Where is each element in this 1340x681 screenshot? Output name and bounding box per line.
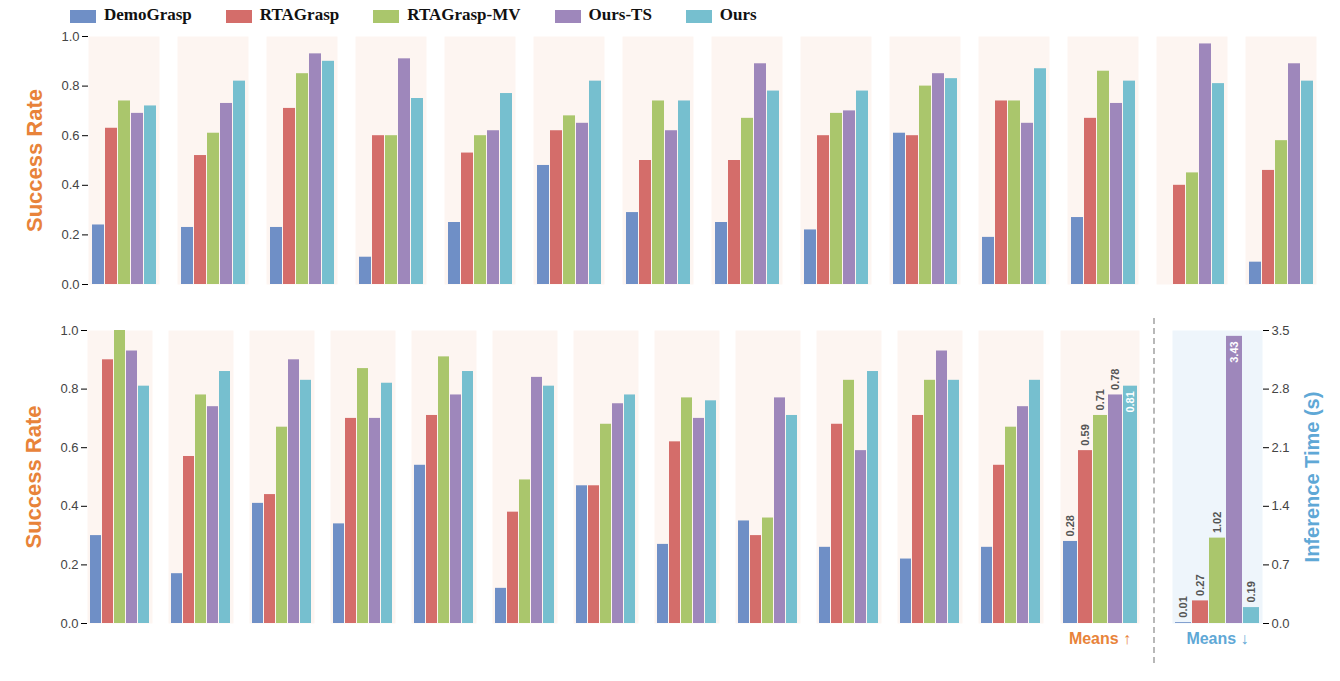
svg-text:1.0: 1.0 [60,323,78,338]
svg-text:0.6: 0.6 [60,440,78,455]
svg-text:1.02: 1.02 [1211,512,1223,533]
svg-text:0.81: 0.81 [1124,391,1136,412]
svg-text:0.0: 0.0 [61,277,79,292]
svg-text:0.4: 0.4 [60,498,78,513]
svg-text:0.8: 0.8 [60,381,78,396]
svg-text:0.8: 0.8 [61,78,79,93]
svg-text:0.0: 0.0 [1272,616,1290,631]
html-text:RTAGrasp: RTAGrasp [259,5,340,24]
html-text:Ours: Ours [719,5,757,24]
svg-text:0.2: 0.2 [60,557,78,572]
svg-text:0.0: 0.0 [60,616,78,631]
svg-text:0.19: 0.19 [1245,581,1257,602]
svg-text:3.43: 3.43 [1228,341,1240,362]
svg-text:1.0: 1.0 [61,29,79,44]
svg-text:Inference Time (s): Inference Time (s) [1301,392,1323,563]
svg-text:0.71: 0.71 [1094,389,1106,410]
svg-text:Success Rate: Success Rate [22,89,47,232]
svg-text:0.59: 0.59 [1079,424,1091,445]
svg-text:0.6: 0.6 [61,128,79,143]
svg-text:0.7: 0.7 [1272,557,1290,572]
html-text:RTAGrasp-MV: RTAGrasp-MV [407,5,521,24]
svg-text:0.4: 0.4 [61,177,79,192]
svg-text:2.1: 2.1 [1272,440,1290,455]
svg-text:0.78: 0.78 [1109,369,1121,390]
svg-text:Success Rate: Success Rate [21,405,46,548]
svg-text:0.01: 0.01 [1177,596,1189,617]
svg-text:1.4: 1.4 [1272,498,1290,513]
svg-text:0.28: 0.28 [1064,515,1076,536]
html-text:Ours-TS: Ours-TS [588,5,652,24]
svg-text:0.2: 0.2 [61,227,79,242]
svg-text:2.8: 2.8 [1272,381,1290,396]
svg-text:Means ↓: Means ↓ [1186,630,1248,647]
svg-text:Means ↑: Means ↑ [1069,630,1131,647]
svg-text:3.5: 3.5 [1272,323,1290,338]
html-text:DemoGrasp: DemoGrasp [104,5,192,24]
svg-text:0.27: 0.27 [1194,574,1206,595]
